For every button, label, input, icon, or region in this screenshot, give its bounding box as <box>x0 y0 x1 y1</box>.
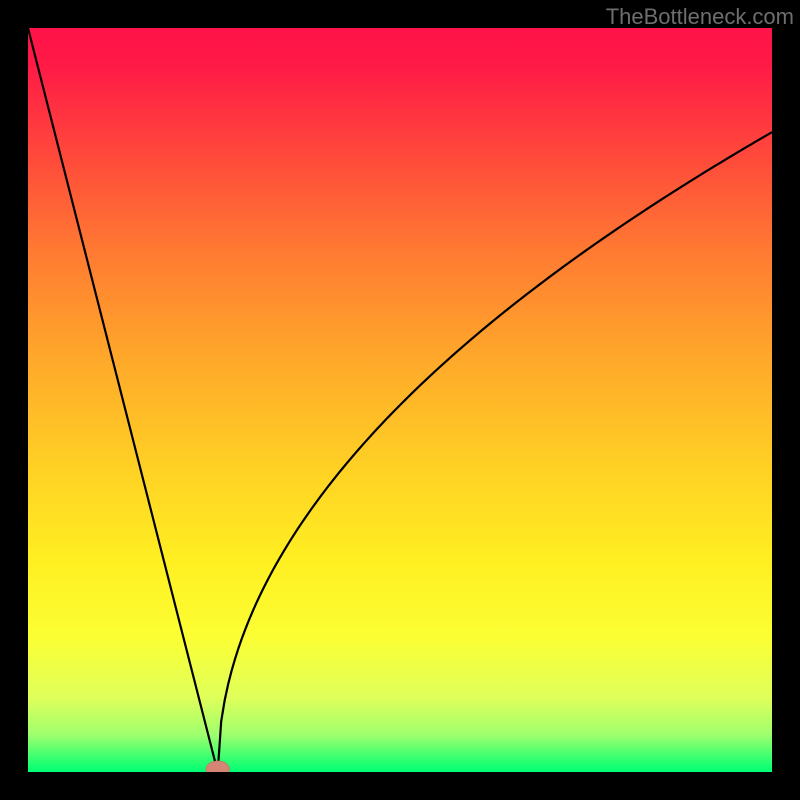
watermark-text: TheBottleneck.com <box>606 4 794 30</box>
curve-layer <box>28 28 772 772</box>
chart-container: TheBottleneck.com <box>0 0 800 800</box>
plot-area <box>28 28 772 772</box>
minimum-marker-icon <box>206 761 230 772</box>
bottleneck-curve <box>28 28 772 772</box>
